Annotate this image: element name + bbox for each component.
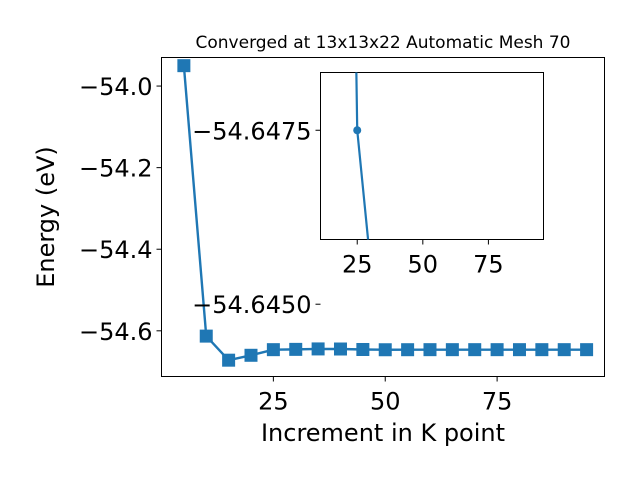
main-series — [177, 59, 594, 367]
inset-data-point — [537, 245, 545, 253]
main-x-tick-label: 75 — [482, 388, 513, 416]
x-axis-label: Increment in K point — [261, 419, 505, 447]
main-y-tick-label: −54.4 — [79, 236, 153, 264]
main-data-point — [244, 348, 258, 362]
main-data-point — [401, 343, 415, 357]
main-y-tick-label: −54.0 — [79, 73, 153, 101]
main-data-point — [580, 343, 594, 357]
main-data-point — [557, 343, 571, 357]
main-plot-frame — [161, 57, 605, 377]
main-data-point — [266, 343, 280, 357]
inset-x-tick-label: 25 — [342, 251, 373, 279]
inset-data-point — [379, 300, 387, 308]
main-data-point — [177, 59, 191, 73]
main-axis-ticks: 25 50 75 −54.0 −54.2 −54.4 −54.6 — [79, 73, 512, 415]
inset-x-tick-label: 50 — [408, 251, 439, 279]
main-data-point — [356, 342, 370, 356]
main-x-tick-label: 50 — [370, 388, 401, 416]
y-axis-label: Energy (eV) — [32, 146, 60, 288]
main-data-point — [222, 353, 236, 367]
main-data-point — [445, 343, 459, 357]
main-x-tick-label: 25 — [258, 388, 289, 416]
inset-chart: 25 50 75 −54.6475 −54.6450 — [192, 72, 545, 319]
inset-data-point — [458, 245, 466, 253]
inset-data-point — [393, 293, 401, 301]
main-data-point — [468, 343, 482, 357]
main-data-point — [378, 343, 392, 357]
inset-y-tick-label: −54.6475 — [192, 117, 311, 145]
main-data-point — [490, 343, 504, 357]
inset-x-tick-label: 75 — [473, 251, 504, 279]
main-data-point — [512, 343, 526, 357]
main-data-point — [311, 342, 325, 356]
inset-background — [320, 72, 544, 240]
chart-title: Converged at 13x13x22 Automatic Mesh 70 — [196, 33, 571, 53]
inset-y-tick-label: −54.6450 — [192, 291, 311, 319]
main-data-point — [333, 342, 347, 356]
inset-axis-ticks: 25 50 75 −54.6475 −54.6450 — [192, 117, 504, 319]
main-data-point — [535, 343, 549, 357]
inset-series — [353, 72, 545, 308]
main-data-point — [423, 343, 437, 357]
inset-data-point — [353, 126, 362, 135]
main-chart: Converged at 13x13x22 Automatic Mesh 70 … — [32, 33, 605, 447]
main-y-tick-label: −54.2 — [79, 155, 153, 183]
main-data-point — [289, 342, 303, 356]
inset-data-point — [511, 245, 519, 253]
main-data-point — [199, 329, 213, 343]
main-y-tick-label: −54.6 — [79, 318, 153, 346]
inset-data-point — [445, 245, 453, 253]
inset-data-point — [524, 245, 532, 253]
